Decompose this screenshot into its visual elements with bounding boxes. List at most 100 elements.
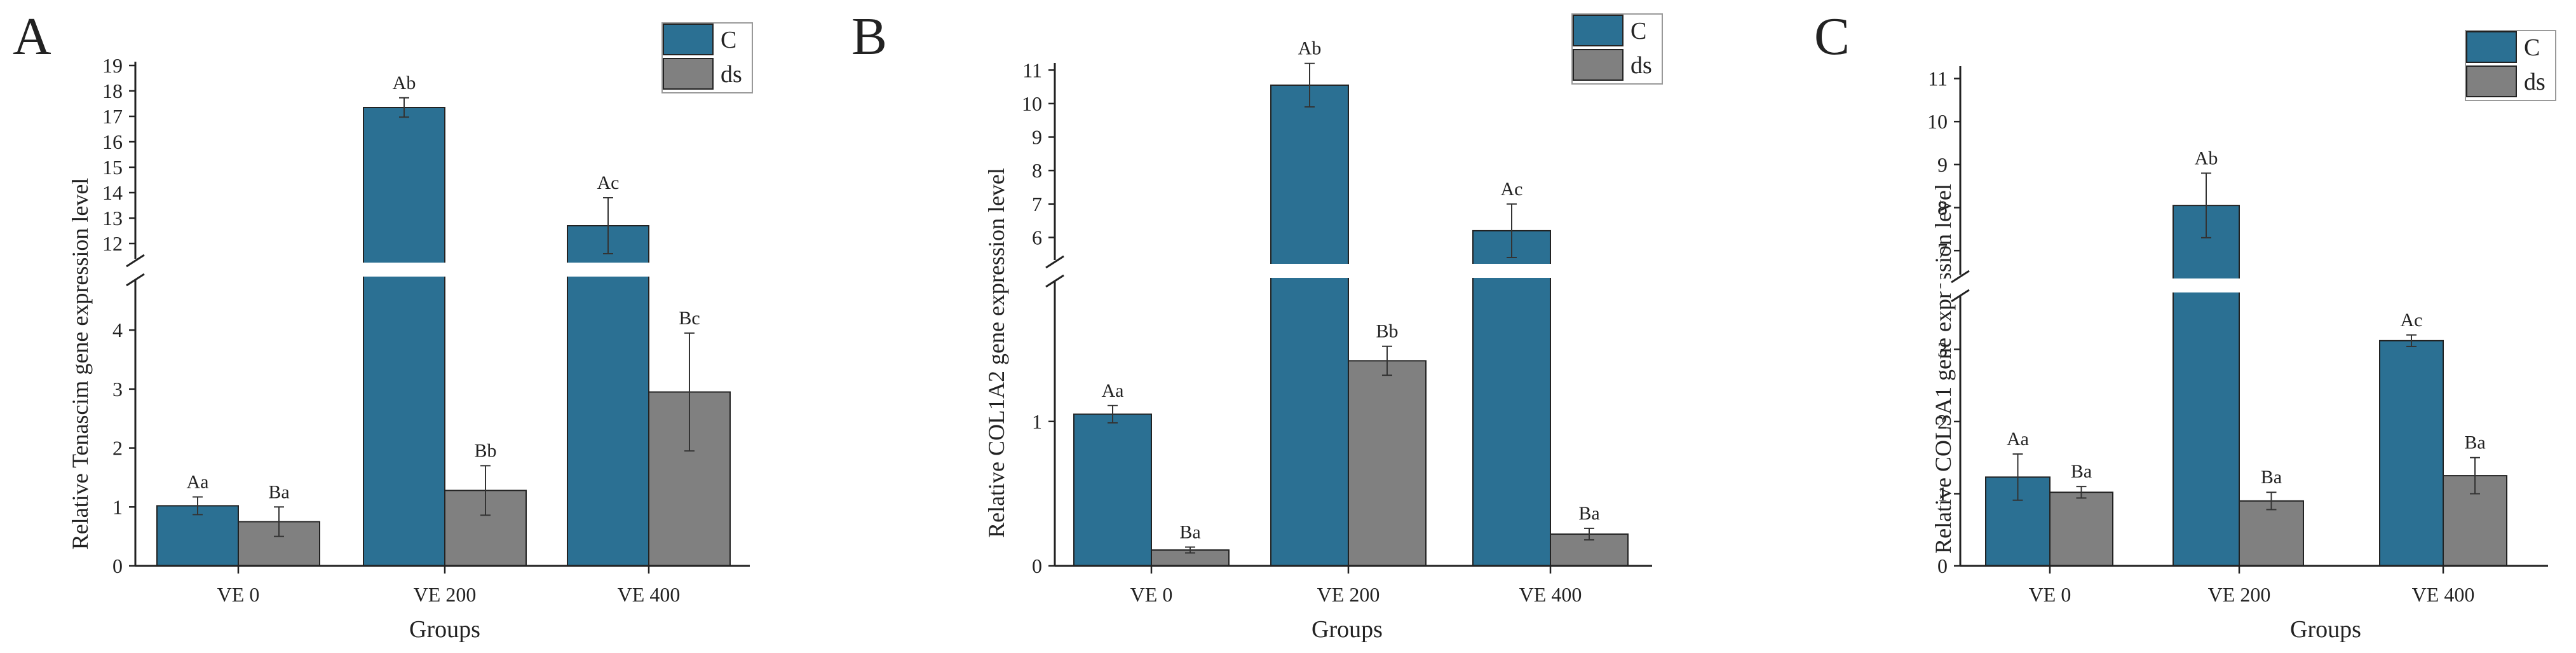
- x-tick-label: VE 0: [2029, 583, 2071, 606]
- significance-label: Ba: [1578, 503, 1599, 524]
- significance-label: Ab: [393, 72, 416, 93]
- error-bar: [2266, 491, 2277, 511]
- error-bar: [2470, 457, 2480, 495]
- error-bar: [274, 506, 284, 537]
- panel-c: C Relative COL3A1 gene expression level …: [1814, 7, 2556, 643]
- y-tick-label: 2: [112, 437, 123, 460]
- error-bar: [684, 332, 695, 452]
- legend-label-c: C: [2524, 34, 2540, 61]
- y-tick-label: 0: [1937, 554, 1948, 577]
- y-tick-label: 10: [1022, 92, 1042, 115]
- y-tick-label: 0: [1032, 554, 1042, 577]
- x-axis-title: Groups: [409, 616, 480, 643]
- y-tick-label: 11: [1928, 67, 1948, 90]
- y-tick-label: 13: [102, 207, 123, 230]
- y-tick-label: 16: [102, 130, 123, 153]
- significance-label: Bb: [474, 440, 496, 461]
- bar-c-2: [2173, 205, 2240, 567]
- bar-c-1: [156, 505, 239, 567]
- significance-label: Ab: [1298, 38, 1322, 59]
- axis-break-gap: [116, 263, 756, 277]
- y-tick-label: 10: [1927, 110, 1948, 133]
- significance-label: Ba: [2261, 467, 2282, 488]
- error-bar: [1108, 404, 1118, 424]
- error-bar: [603, 197, 613, 254]
- panel-letter-b: B: [851, 7, 887, 66]
- error-bar: [2012, 453, 2023, 501]
- y-tick-label: 0: [112, 554, 123, 577]
- y-axis-title: Relative COL1A2 gene expression level: [984, 168, 1009, 538]
- x-tick-label: VE 200: [2208, 583, 2271, 606]
- y-tick-label: 1: [1937, 482, 1948, 505]
- legend-swatch-ds: [2466, 65, 2517, 97]
- significance-label: Aa: [1102, 380, 1124, 401]
- y-tick-label: 7: [1937, 239, 1948, 262]
- significance-label: Aa: [187, 472, 209, 493]
- panel-a: A Relative Tenascim gene expression leve…: [13, 7, 756, 643]
- significance-label: Ac: [597, 172, 620, 193]
- significance-label: Ac: [2401, 310, 2423, 331]
- legend: C ds: [1571, 13, 1663, 85]
- y-tick-label: 2: [1937, 410, 1948, 433]
- legend-swatch-ds: [1573, 49, 1624, 81]
- legend: C ds: [661, 22, 753, 93]
- significance-label: Ba: [268, 481, 289, 502]
- significance-label: Ac: [1501, 179, 1523, 200]
- significance-label: Aa: [2007, 429, 2029, 450]
- y-tick-label: 19: [102, 54, 123, 77]
- bar-c-3: [567, 225, 649, 567]
- error-bar: [193, 496, 203, 516]
- error-bar: [2076, 486, 2087, 499]
- x-tick-label: VE 400: [618, 583, 681, 606]
- bar-ds-2: [1348, 360, 1427, 567]
- axis-break-mark: [1951, 270, 1970, 303]
- y-tick-label: 1: [1032, 410, 1042, 433]
- legend-swatch-c: [2466, 31, 2517, 63]
- y-tick-label: 9: [1937, 153, 1948, 176]
- significance-label: Ba: [1179, 521, 1200, 542]
- bar-c-3: [1472, 230, 1551, 567]
- y-tick-label: 3: [112, 378, 123, 401]
- error-bar: [399, 97, 409, 118]
- error-bar: [2201, 172, 2211, 238]
- legend-label-ds: ds: [721, 61, 742, 88]
- x-tick-label: VE 400: [1519, 583, 1582, 606]
- legend-swatch-c: [1573, 15, 1624, 46]
- axis-break-gap: [1036, 264, 1658, 278]
- y-tick-label: 3: [1937, 338, 1948, 361]
- x-tick-label: VE 200: [414, 583, 477, 606]
- legend-label-c: C: [721, 27, 736, 53]
- y-tick-label: 7: [1032, 193, 1042, 216]
- y-tick-label: 17: [102, 105, 123, 128]
- legend-swatch-c: [663, 24, 714, 55]
- bar-c-3: [2379, 340, 2444, 567]
- x-tick-label: VE 200: [1317, 583, 1380, 606]
- significance-label: Bb: [1376, 321, 1398, 342]
- error-bar: [1584, 527, 1594, 541]
- panel-letter-a: A: [13, 7, 51, 66]
- legend-label-c: C: [1630, 18, 1646, 45]
- y-axis-title: Relative Tenascim gene expression level: [67, 178, 93, 550]
- bar-ds-3: [1550, 533, 1629, 567]
- bar-c-2: [363, 107, 445, 567]
- x-tick-label: VE 400: [2412, 583, 2475, 606]
- x-axis-title: Groups: [2290, 616, 2361, 643]
- axis-break-mark: [126, 254, 145, 287]
- x-axis-title: Groups: [1312, 616, 1383, 643]
- legend-swatch-ds: [663, 58, 714, 90]
- error-bar: [1382, 345, 1392, 376]
- error-bar: [2406, 334, 2417, 347]
- legend-label-ds: ds: [1630, 52, 1652, 79]
- legend-label-ds: ds: [2524, 69, 2545, 95]
- y-axis-title: Relative COL3A1 gene expression level: [1930, 184, 1956, 554]
- axis-break-gap: [1941, 278, 2554, 292]
- y-tick-label: 15: [102, 156, 123, 179]
- bar-ds-2: [2239, 500, 2304, 567]
- error-bar: [1507, 203, 1517, 258]
- panel-letter-c: C: [1814, 7, 1850, 66]
- error-bar: [480, 465, 491, 516]
- significance-label: Ab: [2195, 148, 2218, 168]
- y-tick-label: 8: [1937, 196, 1948, 219]
- error-bar: [1305, 62, 1315, 108]
